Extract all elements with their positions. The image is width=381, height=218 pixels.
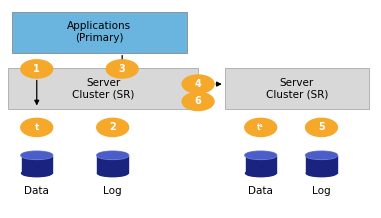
Text: 5: 5	[318, 123, 325, 132]
Text: 4: 4	[195, 79, 202, 89]
Ellipse shape	[98, 170, 128, 177]
Text: 6: 6	[195, 96, 202, 106]
Text: Log: Log	[312, 186, 331, 196]
Ellipse shape	[21, 151, 53, 159]
Bar	[98, 155, 128, 173]
Circle shape	[306, 118, 338, 136]
Text: 2: 2	[109, 123, 116, 132]
Text: t: t	[35, 123, 39, 132]
Ellipse shape	[245, 152, 276, 159]
Text: 3: 3	[119, 64, 126, 74]
Bar	[306, 155, 337, 173]
Text: Log: Log	[103, 186, 122, 196]
Text: Server
Cluster (SR): Server Cluster (SR)	[72, 78, 134, 99]
Text: Data: Data	[24, 186, 49, 196]
Ellipse shape	[98, 152, 128, 159]
Circle shape	[106, 60, 138, 78]
Ellipse shape	[97, 151, 129, 159]
Text: t¹: t¹	[257, 123, 264, 132]
Text: Applications
(Primary): Applications (Primary)	[67, 21, 131, 43]
Ellipse shape	[22, 170, 52, 177]
Ellipse shape	[22, 152, 52, 159]
Circle shape	[182, 92, 214, 111]
Ellipse shape	[245, 170, 276, 177]
FancyBboxPatch shape	[225, 68, 369, 109]
Ellipse shape	[306, 152, 337, 159]
FancyBboxPatch shape	[12, 12, 187, 53]
Text: 1: 1	[34, 64, 40, 74]
Circle shape	[21, 118, 53, 136]
Text: Server
Cluster (SR): Server Cluster (SR)	[266, 78, 328, 99]
Text: Data: Data	[248, 186, 273, 196]
Ellipse shape	[306, 151, 338, 159]
Circle shape	[245, 118, 277, 136]
Bar	[22, 155, 52, 173]
Circle shape	[182, 75, 214, 93]
FancyBboxPatch shape	[8, 68, 198, 109]
Ellipse shape	[245, 151, 277, 159]
Bar	[245, 155, 276, 173]
Circle shape	[97, 118, 129, 136]
Ellipse shape	[306, 170, 337, 177]
Circle shape	[21, 60, 53, 78]
